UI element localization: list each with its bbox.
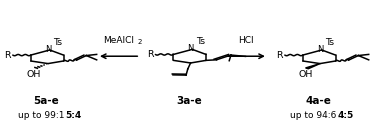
Text: 2: 2 <box>138 39 143 44</box>
Polygon shape <box>305 64 320 69</box>
Text: Ts: Ts <box>325 38 334 47</box>
Text: MeAlCl: MeAlCl <box>103 36 134 44</box>
Text: 4a-e: 4a-e <box>305 96 332 106</box>
Text: N: N <box>187 44 194 53</box>
Text: N: N <box>317 45 323 54</box>
Text: N: N <box>45 45 51 54</box>
Text: R: R <box>147 50 153 59</box>
Text: Ts: Ts <box>53 38 62 47</box>
Text: up to 94:6: up to 94:6 <box>290 111 339 120</box>
Text: R: R <box>4 51 11 60</box>
Text: 4:5: 4:5 <box>337 111 353 120</box>
Text: 3a-e: 3a-e <box>176 96 202 106</box>
Text: up to 99:1: up to 99:1 <box>17 111 67 120</box>
Text: Ts: Ts <box>196 37 205 46</box>
Text: OH: OH <box>26 70 41 79</box>
Text: HCl: HCl <box>238 36 254 44</box>
Text: OH: OH <box>298 70 313 79</box>
Text: R: R <box>276 51 283 60</box>
Text: 5:4: 5:4 <box>65 111 81 120</box>
Text: 5a-e: 5a-e <box>34 96 59 106</box>
